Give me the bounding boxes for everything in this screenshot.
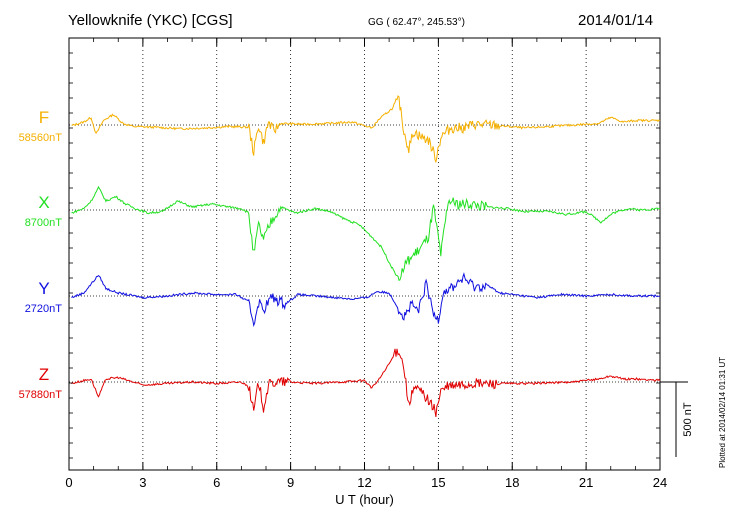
x-tick-label: 6	[213, 475, 220, 490]
x-axis: 0 3 6 9 12 15 18 21 24 U T (hour)	[65, 38, 667, 507]
baseline-value-x: 8700nT	[25, 217, 63, 229]
station-title: Yellowknife (YKC) [CGS]	[68, 12, 233, 29]
series-name-z: Z	[39, 365, 49, 384]
x-tick-label: 12	[357, 475, 371, 490]
trace-y	[71, 272, 661, 328]
series-labels: F 58560nT X 8700nT Y 2720nT Z 57880nT	[19, 108, 63, 401]
date-label: 2014/01/14	[578, 12, 654, 29]
scale-bar-label: 500 nT	[682, 402, 694, 437]
series-name-y: Y	[38, 279, 49, 298]
series-name-f: F	[39, 108, 49, 127]
x-tick-label: 3	[139, 475, 146, 490]
baseline-value-f: 58560nT	[19, 132, 63, 144]
geographic-coordinates: GG ( 62.47°, 245.53°)	[368, 17, 465, 28]
series-group	[71, 95, 661, 417]
grid	[142, 38, 587, 470]
baselines	[69, 124, 660, 383]
baseline-value-z: 57880nT	[19, 389, 63, 401]
x-tick-label: 15	[431, 475, 445, 490]
x-tick-label: 9	[287, 475, 294, 490]
x-tick-label: 18	[505, 475, 519, 490]
scale-bar: 500 nT	[660, 381, 694, 457]
baseline-value-y: 2720nT	[25, 303, 63, 315]
x-axis-label: U T (hour)	[335, 492, 394, 507]
x-tick-label: 0	[65, 475, 72, 490]
trace-z	[71, 348, 661, 417]
trace-x	[71, 185, 661, 281]
series-name-x: X	[38, 193, 49, 212]
x-tick-label: 21	[579, 475, 593, 490]
x-tick-label: 24	[653, 475, 667, 490]
trace-f	[71, 95, 661, 163]
